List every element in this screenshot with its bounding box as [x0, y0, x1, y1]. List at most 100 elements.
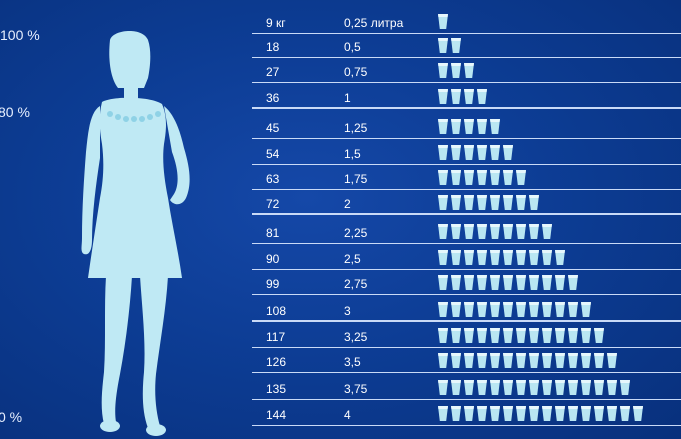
water-glass-icon [542, 302, 552, 317]
water-glass-icon [516, 328, 526, 343]
water-glass-icon [438, 380, 448, 395]
water-glass-icon [529, 328, 539, 343]
cups-row [438, 38, 461, 54]
weight-cell: 117 [266, 330, 286, 344]
water-glass-icon [490, 145, 500, 160]
water-glass-icon [438, 195, 448, 210]
cups-row [438, 353, 617, 369]
water-glass-icon [451, 353, 461, 368]
weight-cell: 144 [266, 408, 287, 422]
table-row: 135 3,75 [252, 377, 681, 400]
water-glass-icon [490, 328, 500, 343]
water-glass-icon [477, 275, 487, 290]
water-glass-icon [529, 224, 539, 239]
row-divider [252, 399, 681, 400]
water-glass-icon [451, 380, 461, 395]
water-glass-icon [490, 302, 500, 317]
water-glass-icon [451, 328, 461, 343]
water-glass-icon [438, 170, 448, 185]
water-glass-icon [516, 250, 526, 265]
table-row: 144 4 [252, 403, 681, 426]
water-glass-icon [490, 406, 500, 421]
water-glass-icon [516, 406, 526, 421]
row-divider [252, 425, 681, 426]
water-glass-icon [555, 302, 565, 317]
water-glass-icon [464, 275, 474, 290]
water-glass-icon [490, 250, 500, 265]
weight-cell: 90 [266, 252, 280, 266]
water-glass-icon [555, 250, 565, 265]
water-glass-icon [529, 195, 539, 210]
water-glass-icon [620, 380, 630, 395]
water-glass-icon [607, 406, 617, 421]
weight-cell: 135 [266, 382, 287, 396]
water-glass-icon [555, 406, 565, 421]
water-glass-icon [464, 89, 474, 104]
water-glass-icon [516, 170, 526, 185]
table-row: 126 3,5 [252, 350, 681, 373]
water-glass-icon [503, 302, 513, 317]
table-row: 117 3,25 [252, 325, 681, 348]
weight-cell: 54 [266, 147, 280, 161]
water-glass-icon [477, 380, 487, 395]
liters-cell: 4 [344, 408, 351, 422]
liters-cell: 1,25 [344, 121, 368, 135]
cups-row [438, 14, 448, 30]
water-intake-table: 9 кг 0,25 литра 18 0,5 27 0,75 36 1 45 1… [252, 0, 681, 439]
percent-label-0: 0 % [0, 409, 23, 425]
table-row: 72 2 [252, 192, 681, 215]
water-glass-icon [451, 275, 461, 290]
water-glass-icon [516, 380, 526, 395]
water-glass-icon [568, 380, 578, 395]
row-divider [252, 33, 681, 34]
water-glass-icon [464, 250, 474, 265]
row-divider [252, 372, 681, 373]
row-divider [252, 189, 681, 190]
water-glass-icon [516, 275, 526, 290]
liters-cell: 3 [344, 304, 351, 318]
water-glass-icon [490, 353, 500, 368]
water-glass-icon [464, 170, 474, 185]
water-glass-icon [464, 380, 474, 395]
liters-cell: 0,25 литра [344, 16, 404, 30]
water-glass-icon [594, 380, 604, 395]
water-glass-icon [464, 328, 474, 343]
water-glass-icon [438, 89, 448, 104]
water-glass-icon [477, 302, 487, 317]
water-glass-icon [503, 250, 513, 265]
water-glass-icon [516, 224, 526, 239]
row-divider [252, 347, 681, 348]
table-row: 45 1,25 [252, 116, 681, 139]
water-glass-icon [451, 406, 461, 421]
liters-cell: 3,5 [344, 355, 361, 369]
row-divider [252, 164, 681, 165]
cups-row [438, 145, 513, 161]
water-glass-icon [451, 195, 461, 210]
water-glass-icon [438, 328, 448, 343]
weight-cell: 72 [266, 197, 280, 211]
water-glass-icon [477, 195, 487, 210]
water-glass-icon [438, 406, 448, 421]
water-glass-icon [477, 328, 487, 343]
cups-row [438, 380, 630, 396]
water-glass-icon [477, 250, 487, 265]
water-glass-icon [451, 145, 461, 160]
water-glass-icon [529, 353, 539, 368]
weight-cell: 18 [266, 40, 280, 54]
water-glass-icon [516, 302, 526, 317]
water-glass-icon [490, 224, 500, 239]
water-glass-icon [568, 353, 578, 368]
water-glass-icon [529, 406, 539, 421]
water-glass-icon [542, 328, 552, 343]
water-glass-icon [594, 328, 604, 343]
water-glass-icon [516, 195, 526, 210]
water-glass-icon [464, 302, 474, 317]
water-glass-icon [438, 353, 448, 368]
weight-cell: 27 [266, 65, 280, 79]
water-glass-icon [607, 353, 617, 368]
weight-cell: 9 кг [266, 16, 286, 30]
water-glass-icon [542, 380, 552, 395]
water-glass-icon [542, 406, 552, 421]
water-glass-icon [438, 250, 448, 265]
water-glass-icon [503, 195, 513, 210]
